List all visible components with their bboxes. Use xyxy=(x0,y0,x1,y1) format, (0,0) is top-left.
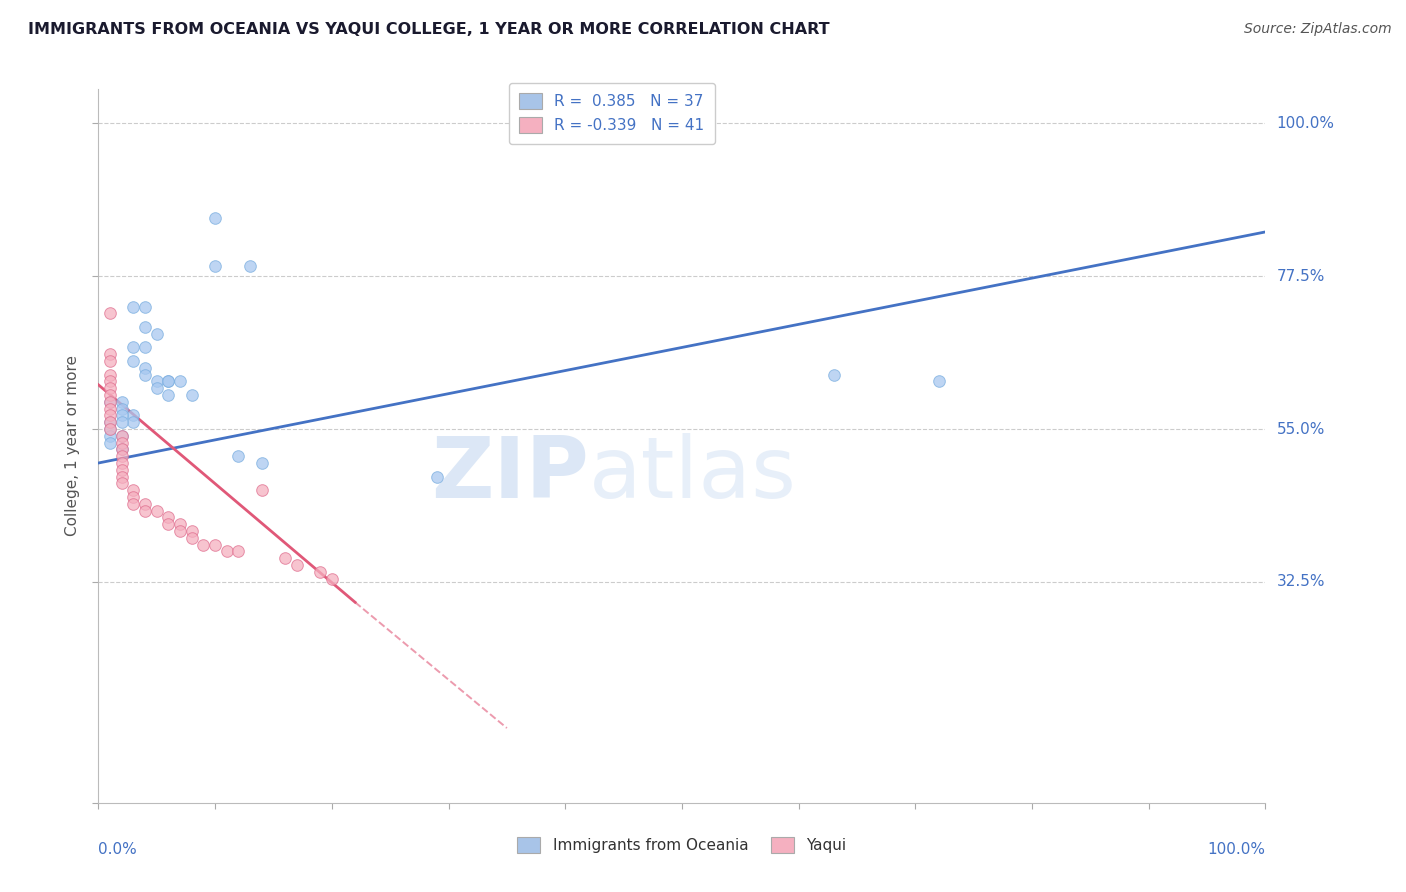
Point xyxy=(98,422,121,436)
Point xyxy=(111,469,134,483)
Point xyxy=(250,456,273,470)
Point xyxy=(122,497,145,511)
Point xyxy=(98,381,121,395)
Point xyxy=(239,259,262,273)
Point xyxy=(285,558,308,572)
Point xyxy=(111,429,134,443)
Point xyxy=(122,483,145,498)
Point xyxy=(98,409,121,423)
Point xyxy=(111,442,134,457)
Point xyxy=(122,354,145,368)
Text: IMMIGRANTS FROM OCEANIA VS YAQUI COLLEGE, 1 YEAR OR MORE CORRELATION CHART: IMMIGRANTS FROM OCEANIA VS YAQUI COLLEGE… xyxy=(28,22,830,37)
Text: 0.0%: 0.0% xyxy=(98,842,138,857)
Point xyxy=(134,368,156,382)
Point xyxy=(157,375,180,389)
Point xyxy=(274,551,297,566)
Point xyxy=(157,375,180,389)
Point xyxy=(169,375,191,389)
Text: 100.0%: 100.0% xyxy=(1277,116,1334,131)
Point xyxy=(111,442,134,457)
Point xyxy=(426,469,449,483)
Point xyxy=(122,490,145,504)
Point xyxy=(98,415,121,429)
Text: 100.0%: 100.0% xyxy=(1208,842,1265,857)
Point xyxy=(180,531,202,545)
Point xyxy=(111,394,134,409)
Point xyxy=(98,388,121,402)
Text: atlas: atlas xyxy=(589,433,797,516)
Point xyxy=(157,510,180,524)
Point xyxy=(111,463,134,477)
Point xyxy=(122,415,145,429)
Point xyxy=(111,415,134,429)
Point xyxy=(98,347,121,361)
Point xyxy=(98,354,121,368)
Text: ZIP: ZIP xyxy=(430,433,589,516)
Point xyxy=(228,449,250,463)
Point xyxy=(98,435,121,450)
Point xyxy=(134,320,156,334)
Text: Source: ZipAtlas.com: Source: ZipAtlas.com xyxy=(1244,22,1392,37)
Point xyxy=(122,300,145,314)
Point xyxy=(111,429,134,443)
Point xyxy=(215,544,238,558)
Point xyxy=(134,497,156,511)
Point xyxy=(204,259,226,273)
Point xyxy=(122,409,145,423)
Point xyxy=(180,524,202,538)
Point xyxy=(98,422,121,436)
Point xyxy=(134,341,156,355)
Point xyxy=(111,435,134,450)
Point xyxy=(169,517,191,532)
Point xyxy=(98,368,121,382)
Point xyxy=(111,476,134,491)
Point xyxy=(98,306,121,320)
Point xyxy=(928,375,950,389)
Point xyxy=(134,300,156,314)
Point xyxy=(98,429,121,443)
Point xyxy=(321,572,343,586)
Point xyxy=(250,483,273,498)
Point xyxy=(134,503,156,517)
Point xyxy=(98,401,121,416)
Point xyxy=(111,401,134,416)
Point xyxy=(146,326,169,341)
Point xyxy=(98,375,121,389)
Point xyxy=(98,415,121,429)
Point xyxy=(180,388,202,402)
Text: 32.5%: 32.5% xyxy=(1277,574,1324,590)
Point xyxy=(204,211,226,226)
Point xyxy=(98,394,121,409)
Point xyxy=(157,388,180,402)
Text: 55.0%: 55.0% xyxy=(1277,422,1324,436)
Point xyxy=(157,517,180,532)
Point xyxy=(823,368,845,382)
Text: 77.5%: 77.5% xyxy=(1277,268,1324,284)
Point xyxy=(169,524,191,538)
Point xyxy=(193,537,215,551)
Point xyxy=(204,537,226,551)
Point xyxy=(309,565,332,579)
Point xyxy=(111,409,134,423)
Point xyxy=(146,503,169,517)
Point xyxy=(134,360,156,375)
Point xyxy=(111,449,134,463)
Point xyxy=(98,394,121,409)
Point xyxy=(228,544,250,558)
Y-axis label: College, 1 year or more: College, 1 year or more xyxy=(65,356,80,536)
Point xyxy=(111,456,134,470)
Legend: Immigrants from Oceania, Yaqui: Immigrants from Oceania, Yaqui xyxy=(512,831,852,859)
Point xyxy=(146,375,169,389)
Point xyxy=(122,341,145,355)
Point xyxy=(146,381,169,395)
